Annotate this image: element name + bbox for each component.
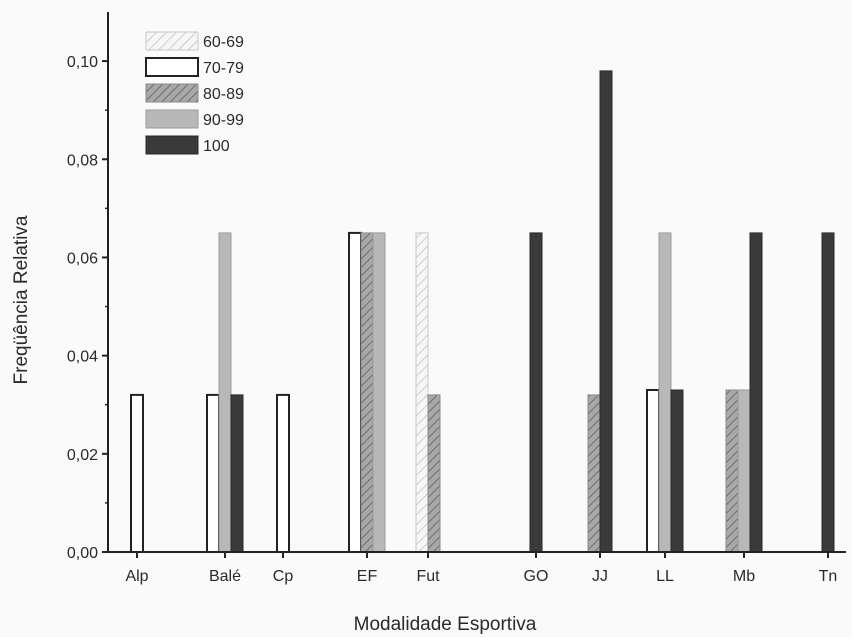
- x-ticks-group: Alp Balé Cp EF Fut GO JJ LL Mb Tn: [125, 552, 837, 585]
- legend-label-80-89: 80-89: [203, 86, 244, 103]
- legend-label-70-79: 70-79: [203, 60, 244, 77]
- legend-swatch-80-89: [145, 83, 199, 103]
- x-tick-label-cp: Cp: [273, 568, 294, 585]
- y-axis-title: Freqüência Relativa: [11, 215, 32, 384]
- legend-swatch-60-69: [145, 31, 199, 51]
- x-tick-label-jj: JJ: [592, 568, 608, 585]
- bar-jj-80-89: [587, 394, 601, 553]
- legend-swatch-90-99: [145, 109, 199, 129]
- y-tick-label: 0,08: [67, 152, 98, 169]
- bar-bale-90-99: [218, 232, 232, 553]
- bar-alp-70-79: [130, 393, 144, 553]
- legend-label-100: 100: [203, 138, 230, 155]
- bar-mb-80-89: [725, 389, 739, 553]
- bar-mb-100: [749, 232, 763, 553]
- bar-fut-60-69: [415, 232, 429, 553]
- legend-label-90-99: 90-99: [203, 112, 244, 129]
- bar-fut-80-89: [427, 394, 441, 553]
- x-tick-label-bale: Balé: [209, 568, 241, 585]
- x-tick-label-fut: Fut: [416, 568, 440, 585]
- bars-group: [130, 70, 835, 553]
- x-tick-label-alp: Alp: [125, 568, 148, 585]
- y-ticks-group: 0,00 0,02 0,04 0,06 0,08 0,10: [67, 54, 108, 562]
- y-tick-label: 0,04: [67, 349, 98, 366]
- bar-ef-70-79: [348, 231, 362, 553]
- legend-swatch-70-79: [145, 57, 199, 77]
- y-tick-label: 0,10: [67, 54, 98, 71]
- legend: 60-69 70-79 80-89 90-99 100: [145, 31, 244, 155]
- x-tick-label-ll: LL: [656, 568, 674, 585]
- bar-mb-90-99: [737, 389, 751, 553]
- bar-bale-100: [230, 394, 244, 553]
- bar-ll-70-79: [646, 389, 660, 553]
- x-tick-label-mb: Mb: [733, 568, 755, 585]
- legend-swatch-100: [145, 135, 199, 155]
- x-tick-label-tn: Tn: [819, 568, 838, 585]
- y-tick-label: 0,06: [67, 250, 98, 267]
- x-tick-label-go: GO: [524, 568, 549, 585]
- x-axis-title: Modalidade Esportiva: [354, 614, 537, 635]
- bar-jj-100: [599, 70, 613, 553]
- bar-ef-80-89: [360, 232, 374, 553]
- y-tick-label: 0,02: [67, 447, 98, 464]
- bar-ll-100: [670, 389, 684, 553]
- bar-cp-70-79: [276, 393, 290, 553]
- bar-ll-90-99: [658, 232, 672, 553]
- bar-tn-100: [821, 232, 835, 553]
- x-tick-label-ef: EF: [357, 568, 378, 585]
- legend-label-60-69: 60-69: [203, 34, 244, 51]
- bar-bale-70-79: [206, 393, 220, 553]
- y-tick-label: 0,00: [67, 545, 98, 562]
- bar-go-100: [529, 232, 543, 553]
- bar-ef-90-99: [372, 232, 386, 553]
